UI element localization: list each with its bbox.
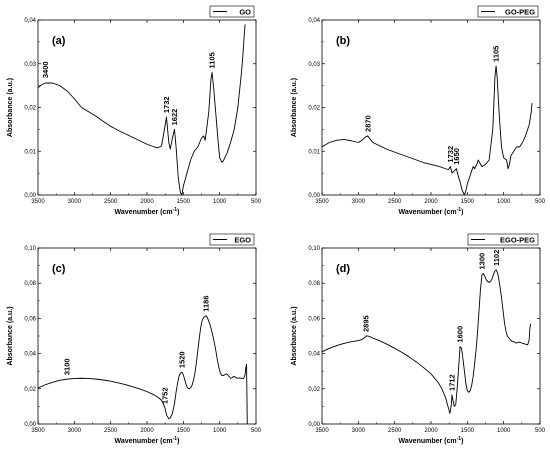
legend-box <box>209 5 255 18</box>
x-tick-label: 1000 <box>497 199 511 205</box>
panel-b: 3500 3000 2500 2000 1500 1000 500 0,00 0,01 0,02 0… <box>291 5 546 216</box>
panel-a: 3500 3000 2500 2000 1500 1000 500 0,00 0,01 0,02 0… <box>7 5 262 216</box>
panel-label: (a) <box>52 35 66 47</box>
x-tick-label: 3000 <box>68 199 82 205</box>
x-tick-label: 1500 <box>177 199 191 205</box>
y-tick-label: 0,04 <box>308 18 320 24</box>
legend-label: EGO <box>234 236 251 245</box>
x-tick-label: 500 <box>251 199 262 205</box>
spectrum-line <box>321 65 533 196</box>
y-tick-label: 0,01 <box>308 149 320 155</box>
peak-label: 2870 <box>363 115 372 132</box>
x-axis-label: Wavenumber (cm-1) <box>115 436 180 445</box>
y-tick-label: 0,04 <box>24 352 36 358</box>
legend-box <box>467 233 539 246</box>
y-axis-label: Absorbance (a.u.) <box>7 306 14 365</box>
peak-label: 1186 <box>202 295 211 311</box>
legend-box <box>209 233 255 246</box>
legend-label: GO <box>239 8 251 17</box>
y-tick-label: 0,02 <box>308 387 320 393</box>
peak-label: 1102 <box>492 250 501 266</box>
x-tick-label: 2000 <box>424 428 438 434</box>
x-tick-label: 2500 <box>104 199 118 205</box>
y-tick-label: 0,10 <box>24 246 36 252</box>
peak-label: 1105 <box>492 46 501 62</box>
x-tick-label: 3500 <box>31 199 45 205</box>
plot-frame <box>321 19 541 196</box>
y-axis-label: Absorbance (a.u.) <box>7 78 14 137</box>
x-axis-label: Wavenumber (cm-1) <box>399 207 464 216</box>
legend-label: EGO-PEG <box>500 236 535 245</box>
x-tick-label: 1000 <box>213 428 227 434</box>
panel-d: 3500 3000 2500 2000 1500 1000 500 0,00 0,02 0,04 0… <box>291 233 546 445</box>
y-tick-label: 0,03 <box>308 62 320 68</box>
y-tick-label: 0,06 <box>24 316 36 322</box>
y-tick-label: 0,00 <box>308 422 320 428</box>
plot-frame <box>37 247 257 425</box>
peak-label: 1712 <box>447 374 456 391</box>
y-tick-label: 0,08 <box>24 281 36 287</box>
panel-c: 3500 3000 2500 2000 1500 1000 500 0,00 0,02 0,04 0… <box>7 233 262 445</box>
peak-label: 1105 <box>208 52 217 68</box>
y-tick-label: 0,03 <box>24 62 36 68</box>
spectrum-line <box>321 269 531 414</box>
y-tick-label: 0,08 <box>308 281 320 287</box>
legend-label: GO-PEG <box>505 8 535 17</box>
x-tick-label: 500 <box>535 428 546 434</box>
x-tick-label: 2500 <box>388 428 402 434</box>
y-tick-label: 0,02 <box>24 387 36 393</box>
y-tick-label: 0,00 <box>24 422 36 428</box>
y-tick-label: 0,02 <box>24 106 36 112</box>
x-tick-label: 3500 <box>31 428 45 434</box>
x-tick-label: 3000 <box>68 428 82 434</box>
x-tick-label: 1500 <box>461 428 475 434</box>
peak-label: 1622 <box>170 109 179 126</box>
peak-label: 2895 <box>361 315 370 332</box>
x-tick-label: 3000 <box>352 428 366 434</box>
peak-label: 3100 <box>63 358 72 375</box>
x-tick-label: 2500 <box>104 428 118 434</box>
panel-label: (b) <box>336 35 350 47</box>
x-tick-label: 500 <box>251 428 262 434</box>
peak-label: 1732 <box>446 146 455 163</box>
x-tick-label: 500 <box>535 199 546 205</box>
x-tick-label: 3500 <box>315 199 329 205</box>
y-axis-label: Absorbance (a.u.) <box>291 306 298 365</box>
y-tick-label: 0,00 <box>308 193 320 199</box>
x-tick-label: 3000 <box>352 199 366 205</box>
y-tick-label: 0,04 <box>308 352 320 358</box>
y-tick-label: 0,00 <box>24 193 36 199</box>
peak-label: 1650 <box>452 148 461 165</box>
y-axis-label: Absorbance (a.u.) <box>291 78 298 137</box>
peak-label: 1300 <box>477 253 486 270</box>
peak-label: 3400 <box>41 61 50 78</box>
plot-frame <box>37 19 257 196</box>
y-tick-label: 0,10 <box>308 246 320 252</box>
x-axis-label: Wavenumber (cm-1) <box>399 436 464 445</box>
x-tick-label: 2500 <box>388 199 402 205</box>
x-tick-label: 2000 <box>140 199 154 205</box>
y-tick-label: 0,06 <box>308 316 320 322</box>
spectrum-line <box>37 315 248 425</box>
legend-box <box>477 5 539 18</box>
peak-label: 1520 <box>177 351 186 368</box>
panel-label: (d) <box>336 263 350 275</box>
peak-label: 1752 <box>161 387 170 404</box>
x-axis-label: Wavenumber (cm-1) <box>115 207 180 216</box>
x-tick-label: 1000 <box>497 428 511 434</box>
y-tick-label: 0,02 <box>308 106 320 112</box>
peak-label: 1600 <box>456 326 465 343</box>
y-tick-label: 0,01 <box>24 149 36 155</box>
panel-label: (c) <box>52 263 66 275</box>
x-tick-label: 1500 <box>461 199 475 205</box>
x-tick-label: 1500 <box>177 428 191 434</box>
peak-label: 1732 <box>162 96 171 113</box>
x-tick-label: 1000 <box>213 199 227 205</box>
x-tick-label: 2000 <box>140 428 154 434</box>
x-tick-label: 3500 <box>315 428 329 434</box>
spectrum-line <box>37 24 246 196</box>
y-tick-label: 0,04 <box>24 18 36 24</box>
x-tick-label: 2000 <box>424 199 438 205</box>
